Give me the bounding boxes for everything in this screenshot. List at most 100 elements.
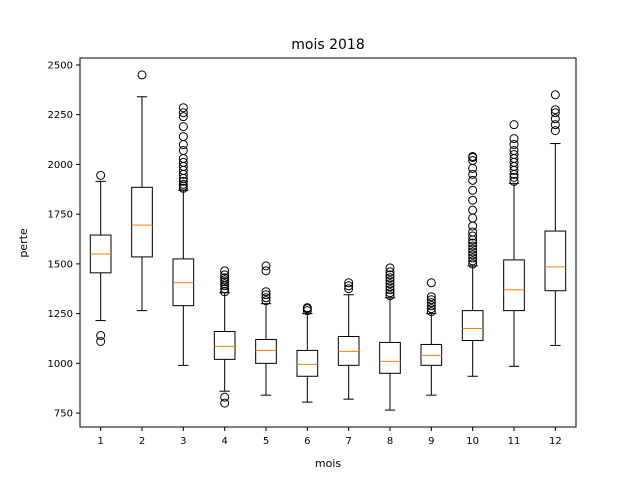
flier-point [344, 284, 354, 294]
flier-point [178, 112, 188, 122]
flier-point [550, 90, 560, 100]
flier-point [137, 70, 147, 80]
x-tick-label: 11 [508, 436, 521, 447]
flier-point [96, 170, 106, 180]
flier-point [178, 122, 188, 132]
flier-point [220, 284, 230, 294]
flier-point [426, 278, 436, 288]
x-tick-label: 3 [180, 436, 186, 447]
flier-point [302, 303, 312, 313]
y-tick-label: 1750 [48, 210, 73, 221]
box-iqr [213, 331, 236, 360]
x-tick-label: 12 [549, 436, 562, 447]
flier-point [468, 151, 478, 161]
flier-point [178, 103, 188, 113]
flier-point [220, 398, 230, 408]
box-iqr [461, 310, 484, 341]
flier-point [468, 231, 478, 241]
chart-title: mois 2018 [291, 37, 364, 53]
flier-point [550, 108, 560, 118]
flier-point [468, 247, 478, 257]
flier-point [220, 266, 230, 276]
flier-point [509, 134, 519, 144]
flier-point [468, 238, 478, 248]
flier-point [426, 298, 436, 308]
flier-point [468, 175, 478, 185]
flier-point [178, 176, 188, 186]
y-tick-label: 2000 [48, 160, 73, 171]
y-tick-label: 1250 [48, 309, 73, 320]
x-tick-label: 10 [466, 436, 479, 447]
plot-frame [79, 57, 577, 428]
flier-point [178, 132, 188, 142]
flier-point [178, 108, 188, 118]
y-tick-label: 1000 [48, 359, 73, 370]
box-iqr [379, 341, 401, 374]
x-tick-label: 8 [387, 436, 393, 447]
flier-point [261, 290, 271, 300]
flier-point [344, 278, 354, 288]
flier-point [178, 157, 188, 167]
flier-point [261, 287, 271, 297]
flier-point [178, 179, 188, 189]
flier-point [261, 261, 271, 271]
flier-point [468, 256, 478, 266]
x-tick-label: 6 [304, 436, 310, 447]
flier-point [468, 253, 478, 263]
flier-point [426, 304, 436, 314]
flier-point [385, 270, 395, 280]
flier-point [96, 336, 106, 346]
flier-point [178, 145, 188, 155]
flier-point [550, 126, 560, 136]
flier-point [468, 169, 478, 179]
y-tick-label: 2500 [48, 60, 73, 71]
flier-point [468, 155, 478, 165]
flier-point [468, 195, 478, 205]
flier-point [385, 288, 395, 298]
x-axis-label: mois [315, 457, 342, 470]
flier-point [509, 145, 519, 155]
flier-point [468, 241, 478, 251]
x-tick-label: 9 [428, 436, 434, 447]
x-tick-label: 2 [139, 436, 145, 447]
flier-point [426, 292, 436, 302]
flier-point [344, 281, 354, 291]
flier-point [385, 263, 395, 273]
flier-point [385, 291, 395, 301]
flier-point [385, 282, 395, 292]
y-axis-label: perte [17, 228, 30, 258]
flier-point [385, 276, 395, 286]
flier-point [385, 285, 395, 295]
box-iqr [544, 230, 567, 292]
flier-point [385, 279, 395, 289]
box-iqr [131, 186, 153, 258]
flier-point [468, 244, 478, 254]
flier-point [509, 176, 519, 186]
x-tick-label: 5 [263, 436, 269, 447]
x-tick-label: 1 [97, 436, 103, 447]
flier-point [261, 296, 271, 306]
flier-point [385, 273, 395, 283]
flier-point [385, 267, 395, 277]
flier-point [426, 295, 436, 305]
flier-point [550, 114, 560, 124]
flier-point [550, 105, 560, 115]
flier-point [220, 273, 230, 283]
flier-point [468, 259, 478, 269]
flier-point [426, 307, 436, 317]
flier-point [261, 293, 271, 303]
flier-point [468, 250, 478, 260]
flier-point [426, 301, 436, 311]
y-tick-label: 2250 [48, 110, 73, 121]
flier-point [509, 140, 519, 150]
box-iqr [503, 259, 525, 312]
y-tick-label: 750 [54, 409, 73, 420]
flier-point [220, 270, 230, 280]
box-iqr [296, 349, 319, 377]
flier-point [220, 392, 230, 402]
x-tick-label: 7 [345, 436, 351, 447]
flier-point [550, 120, 560, 130]
y-tick-label: 1500 [48, 259, 73, 270]
